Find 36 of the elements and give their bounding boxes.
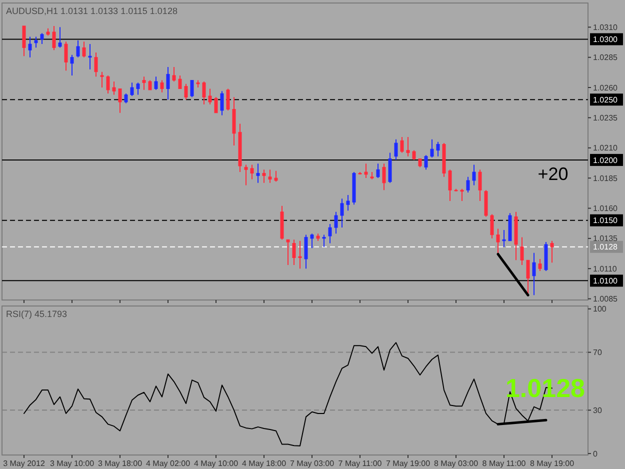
y-tick-label: 70 xyxy=(593,348,602,358)
x-tick-label: 3 May 18:00 xyxy=(98,459,143,468)
x-tick-label: 4 May 10:00 xyxy=(194,459,239,468)
x-tick-label: 8 May 11:00 xyxy=(482,459,526,468)
x-tick-label: 4 May 02:00 xyxy=(146,459,191,468)
y-tick-label: 1.0310 xyxy=(593,22,618,32)
y-tick-label: 1.0185 xyxy=(593,174,618,183)
annotation: 1.0128 xyxy=(505,373,585,403)
y-tick-label: 1.0110 xyxy=(593,264,618,274)
y-tick-label: 1.0160 xyxy=(593,204,618,214)
ref-line-label: 1.0250 xyxy=(593,95,618,104)
x-tick-label: 3 May 2012 xyxy=(3,459,46,468)
x-tick-label: 4 May 18:00 xyxy=(242,459,287,468)
x-tick-label: 7 May 19:00 xyxy=(386,459,431,468)
y-tick-label: 1.0085 xyxy=(593,294,618,304)
chart-title: AUDUSD,H1 1.0131 1.0133 1.0115 1.0128 xyxy=(6,6,178,16)
x-tick-label: 7 May 03:00 xyxy=(290,459,335,468)
ref-line-label: 1.0128 xyxy=(593,242,618,252)
y-tick-label: 1.0135 xyxy=(593,234,618,244)
x-tick-label: 7 May 11:00 xyxy=(338,459,382,468)
y-tick-label: 100 xyxy=(593,304,607,314)
y-tick-label: 30 xyxy=(593,406,602,415)
ref-line-label: 1.0200 xyxy=(593,156,618,165)
ref-line-label: 1.0300 xyxy=(593,35,618,44)
x-tick-label: 8 May 03:00 xyxy=(434,459,479,468)
y-tick-label: 1.0235 xyxy=(593,113,618,122)
annotation: +20 xyxy=(538,164,568,184)
y-tick-label: 1.0210 xyxy=(593,144,618,153)
x-tick-label: 8 May 19:00 xyxy=(530,459,575,468)
y-tick-label: 0 xyxy=(593,449,598,458)
x-tick-label: 3 May 10:00 xyxy=(50,459,95,468)
y-tick-label: 1.0285 xyxy=(593,53,618,62)
chart-title: RSI(7) 45.1793 xyxy=(6,309,68,319)
ref-line-label: 1.0100 xyxy=(593,276,618,286)
y-tick-label: 1.0260 xyxy=(593,83,618,92)
ref-line-label: 1.0150 xyxy=(593,216,618,226)
